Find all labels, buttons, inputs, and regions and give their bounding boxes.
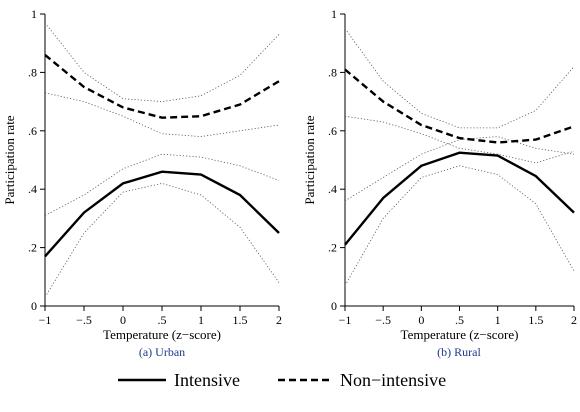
legend-label-non-intensive: Non−intensive (340, 370, 446, 390)
x-tick-label: .5 (455, 313, 464, 327)
series-line-non-intensive (344, 68, 575, 144)
series-line-intensive (344, 151, 575, 246)
x-axis-label: Temperature (z−score) (401, 327, 519, 342)
x-tick-label: −1 (39, 313, 52, 327)
y-tick-label: .2 (28, 241, 37, 255)
series-line-intensive (44, 170, 280, 258)
y-tick-label: 0 (31, 299, 37, 313)
x-tick-label: −.5 (76, 313, 92, 327)
ci-upper-non-intensive (344, 28, 575, 129)
panel-caption: (a) Urban (139, 345, 185, 359)
y-tick-label: .6 (328, 124, 337, 138)
x-tick-label: 1.5 (233, 313, 248, 327)
panel-caption: (b) Rural (437, 345, 481, 359)
y-tick-label: .4 (28, 182, 37, 196)
x-tick-label: 1 (198, 313, 204, 327)
y-tick-label: 0 (331, 299, 337, 313)
x-tick-label: 0 (120, 313, 126, 327)
y-tick-label: .6 (28, 124, 37, 138)
x-tick-label: 1.5 (528, 313, 543, 327)
ci-lower-intensive (44, 182, 280, 298)
x-tick-label: −.5 (375, 313, 391, 327)
x-tick-label: 2 (571, 313, 577, 327)
x-axis-label: Temperature (z−score) (103, 327, 221, 342)
y-tick-label: .8 (28, 65, 37, 79)
legend: Intensive Non−intensive (118, 370, 446, 390)
ci-lower-non-intensive (344, 115, 575, 164)
y-tick-label: .8 (328, 65, 337, 79)
ci-upper-intensive (44, 153, 280, 216)
x-tick-label: 0 (418, 313, 424, 327)
series-line-non-intensive (44, 53, 280, 119)
ci-lower-intensive (344, 165, 575, 286)
ci-upper-non-intensive (44, 22, 280, 103)
ci-upper-intensive (344, 136, 575, 202)
panel-rural: 0 .2 .4 .6 .8 1 −1 −.5 0 .5 1 1.5 2 Temperature (z−sc… (302, 7, 577, 359)
x-tick-label: 2 (276, 313, 282, 327)
y-tick-label: .2 (328, 241, 337, 255)
x-tick-label: 1 (495, 313, 501, 327)
panel-urban: 0 .2 .4 .6 .8 1 −1 −.5 0 .5 1 1.5 2 Temperature (z−sc… (2, 7, 282, 359)
ci-lower-non-intensive (44, 92, 280, 138)
x-tick-label: .5 (158, 313, 167, 327)
y-tick-label: .4 (328, 182, 337, 196)
y-axis-label: Participation rate (302, 115, 317, 204)
y-tick-label: 1 (331, 7, 337, 21)
y-tick-label: 1 (31, 7, 37, 21)
legend-label-intensive: Intensive (174, 370, 240, 390)
x-tick-label: −1 (339, 313, 352, 327)
y-axis-label: Participation rate (2, 115, 17, 204)
